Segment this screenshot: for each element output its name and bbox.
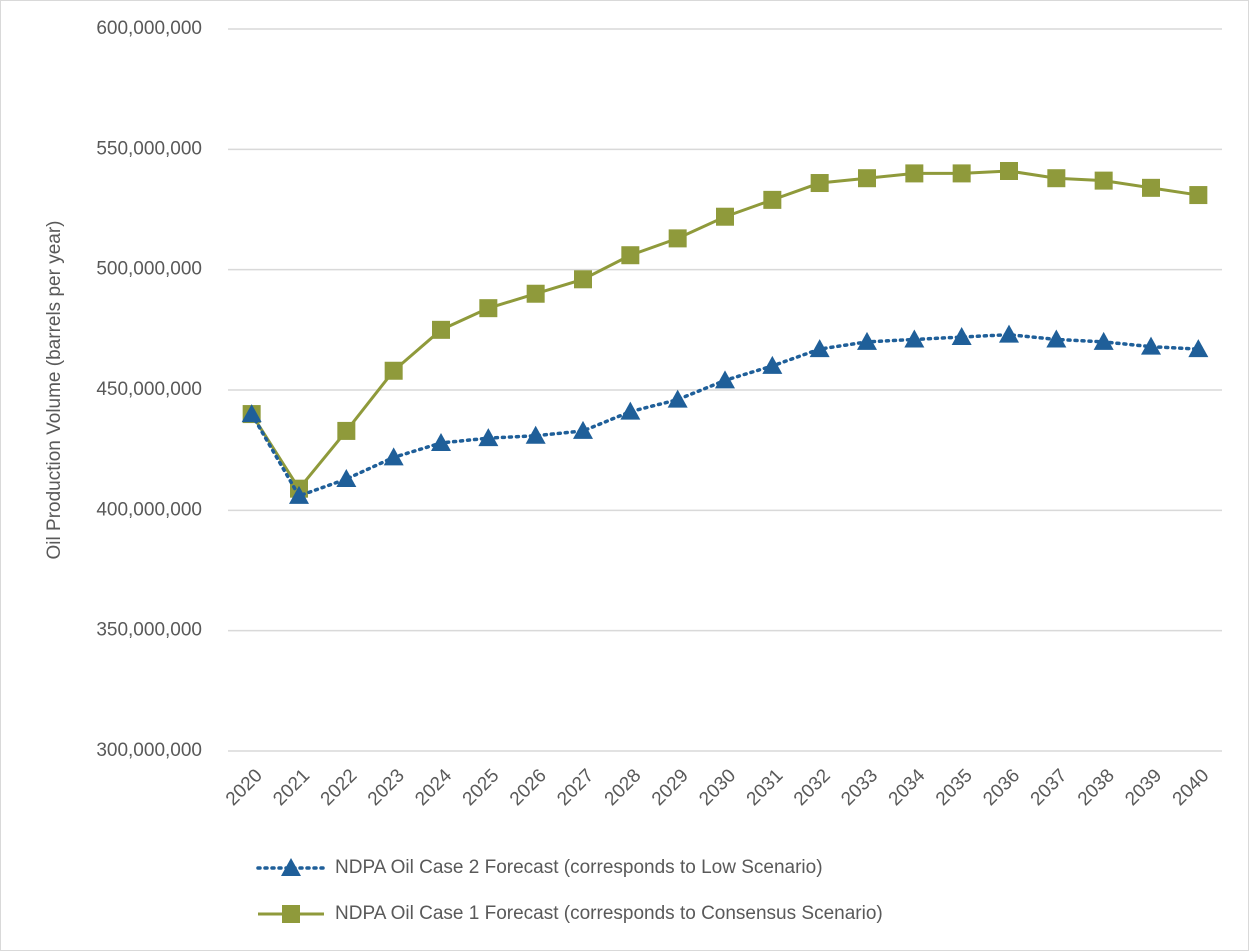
- data-point: [574, 270, 592, 289]
- data-point: [1094, 171, 1113, 190]
- data-point: [999, 324, 1019, 343]
- data-point: [667, 389, 688, 408]
- data-point: [763, 190, 782, 209]
- data-point: [951, 327, 972, 346]
- data-point: [526, 284, 545, 303]
- y-tick-label: 550,000,000: [96, 138, 202, 159]
- data-point: [1047, 169, 1066, 188]
- data-point: [1141, 336, 1161, 355]
- data-point: [715, 370, 735, 389]
- data-point: [479, 299, 498, 318]
- data-point: [1093, 331, 1114, 350]
- data-point: [1188, 339, 1209, 358]
- data-point: [478, 428, 499, 447]
- y-axis-label: Oil Production Volume (barrels per year): [44, 221, 65, 560]
- data-point: [809, 339, 830, 358]
- data-point: [621, 246, 640, 265]
- data-point: [858, 169, 876, 188]
- data-point: [1000, 161, 1018, 180]
- y-tick-label: 300,000,000: [96, 740, 202, 761]
- data-point: [431, 432, 451, 451]
- data-point: [432, 320, 450, 339]
- data-point: [668, 229, 687, 248]
- legend-marker: [281, 858, 301, 876]
- data-point: [952, 164, 971, 183]
- y-tick-label: 600,000,000: [96, 18, 202, 39]
- data-point: [904, 329, 925, 348]
- data-point: [620, 401, 641, 420]
- data-point: [336, 469, 357, 488]
- y-tick-label: 350,000,000: [96, 620, 202, 641]
- legend-label: NDPA Oil Case 2 Forecast (corresponds to…: [335, 857, 823, 878]
- y-tick-label: 400,000,000: [96, 499, 202, 520]
- data-point: [716, 207, 734, 226]
- data-point: [762, 355, 783, 374]
- data-point: [905, 164, 924, 183]
- data-point: [857, 331, 877, 350]
- data-point: [810, 174, 829, 193]
- data-point: [384, 361, 403, 380]
- y-tick-label: 450,000,000: [96, 379, 202, 400]
- legend-label: NDPA Oil Case 1 Forecast (corresponds to…: [335, 903, 883, 924]
- data-point: [525, 425, 546, 444]
- data-point: [573, 420, 593, 439]
- y-tick-label: 500,000,000: [96, 259, 202, 280]
- data-point: [1142, 178, 1160, 197]
- data-point: [241, 404, 262, 423]
- data-point: [1046, 329, 1067, 348]
- data-point: [383, 447, 404, 466]
- legend-marker: [282, 905, 300, 923]
- data-point: [337, 421, 356, 440]
- data-point: [289, 485, 309, 504]
- data-point: [1189, 186, 1208, 205]
